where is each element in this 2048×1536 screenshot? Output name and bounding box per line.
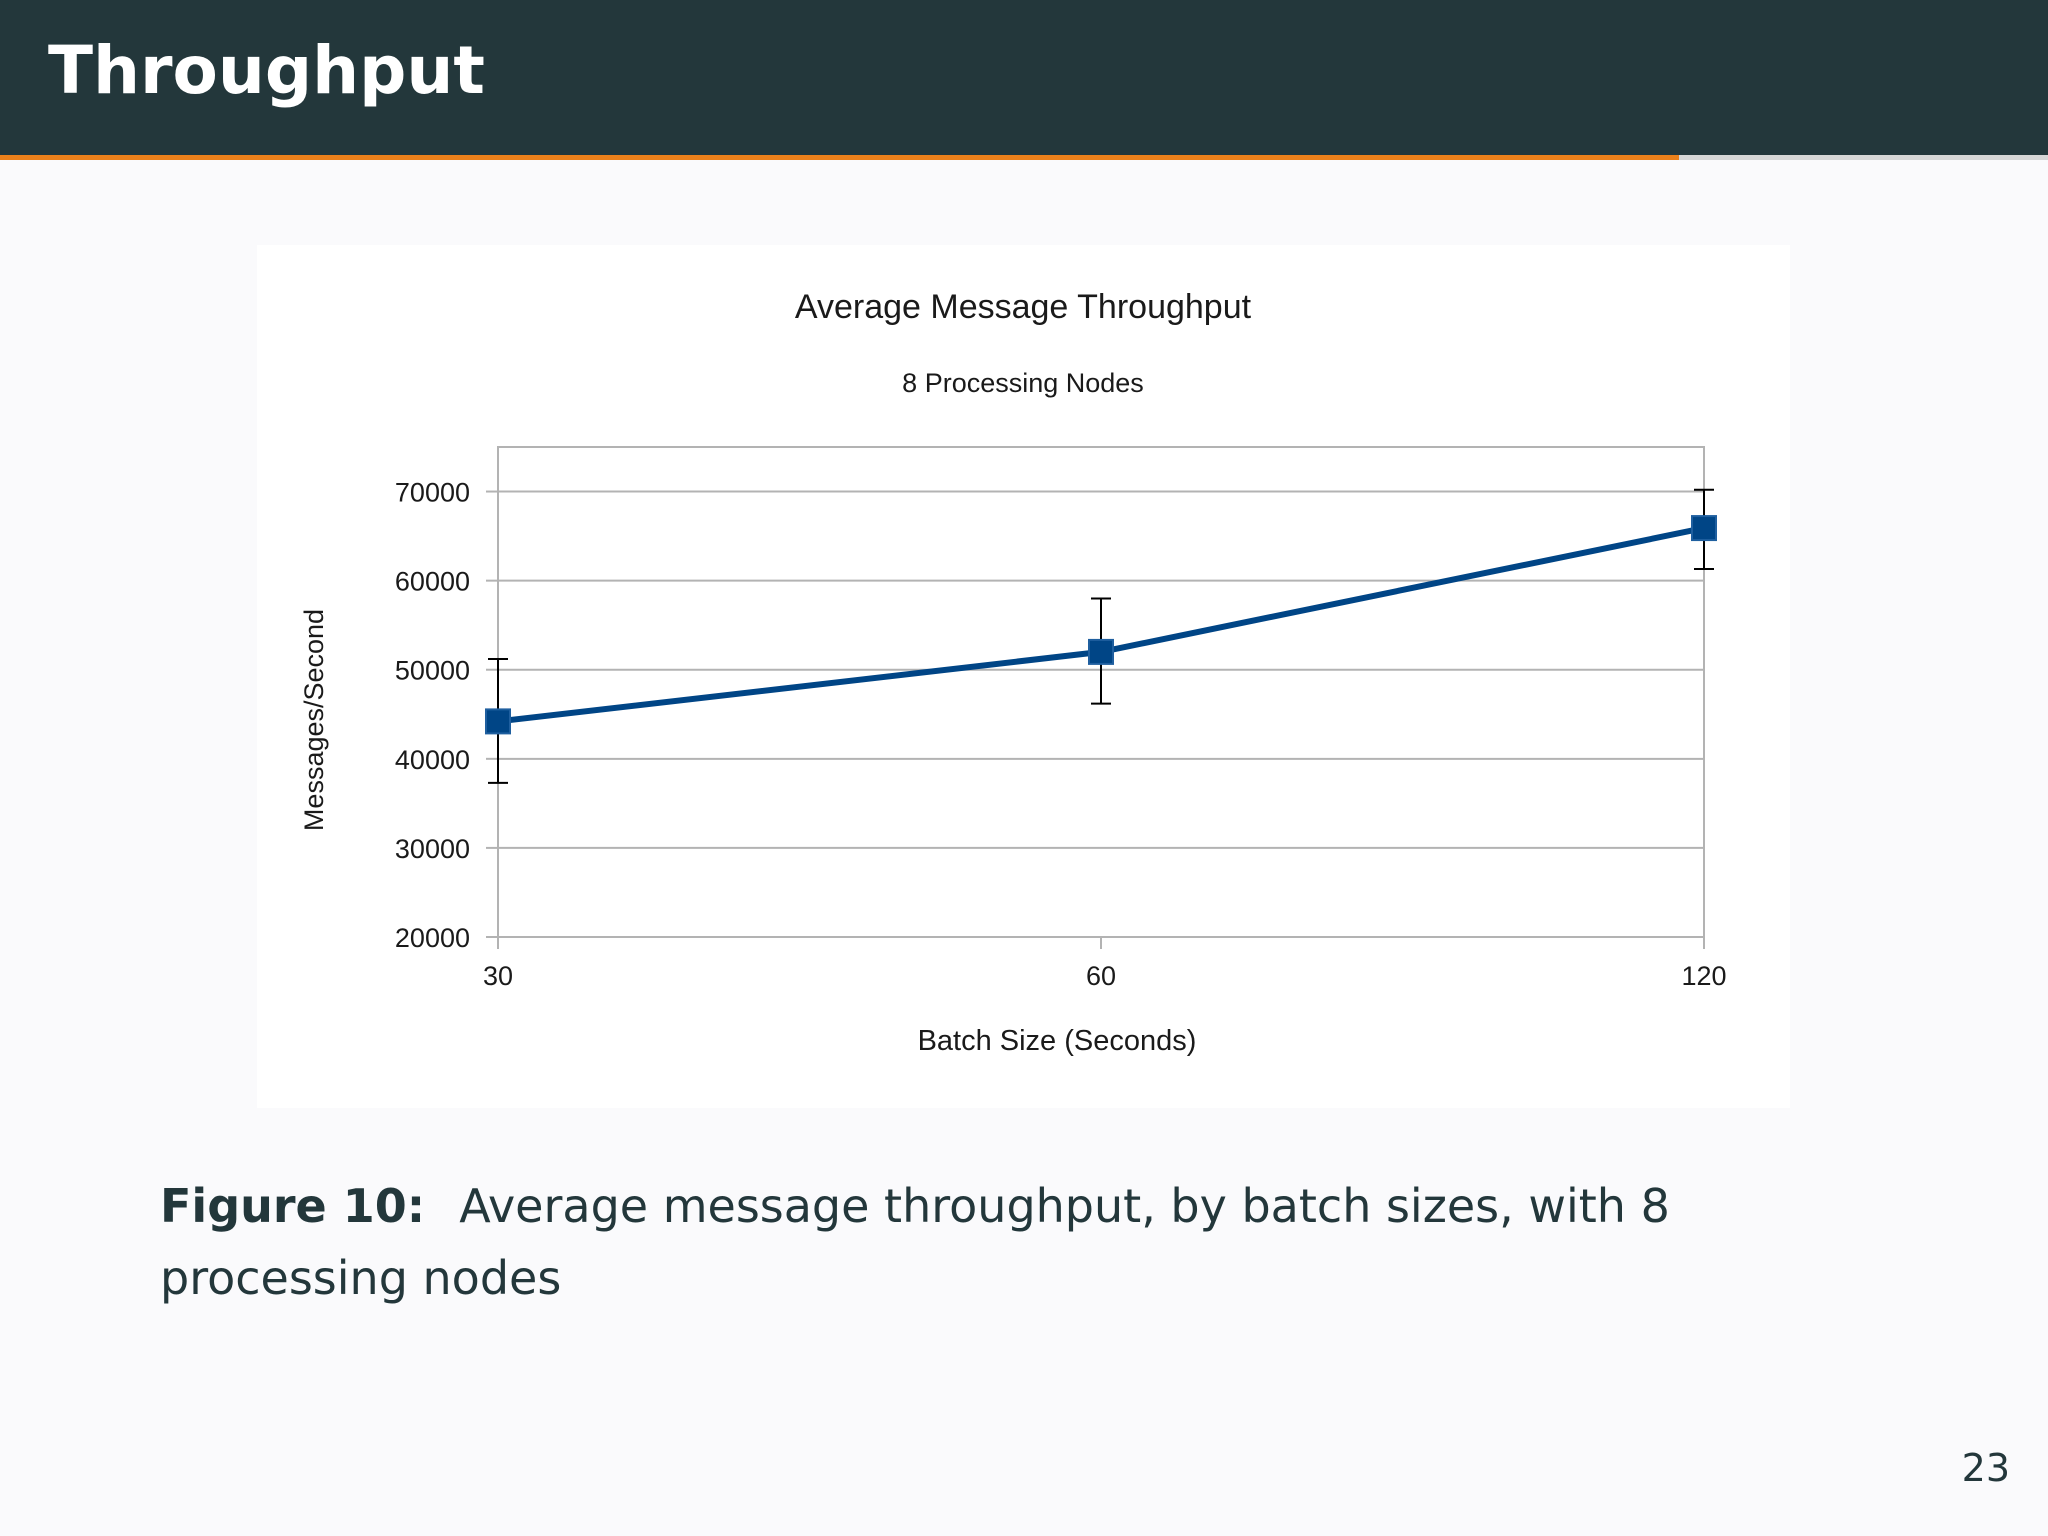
y-tick-label: 20000 xyxy=(395,923,470,953)
x-axis-label: Batch Size (Seconds) xyxy=(918,1025,1197,1057)
x-tick-labels: 30 60 120 xyxy=(483,961,1727,991)
progress-bar xyxy=(0,155,2048,160)
x-tick-label: 120 xyxy=(1681,961,1726,991)
y-tick-label: 60000 xyxy=(395,567,470,597)
grid-lines xyxy=(498,490,1704,938)
figure-caption: Figure 10: Average message throughput, by… xyxy=(160,1170,1820,1314)
caption-label: Figure 10: xyxy=(160,1179,426,1233)
chart-title: Average Message Throughput xyxy=(795,288,1252,326)
x-tick-label: 60 xyxy=(1086,961,1116,991)
y-tick-label: 50000 xyxy=(395,656,470,686)
series-layer xyxy=(485,488,1717,784)
slide-header: Throughput xyxy=(0,0,2048,155)
y-tick-label: 30000 xyxy=(395,834,470,864)
x-tick-label: 30 xyxy=(483,961,513,991)
data-point xyxy=(1088,638,1114,665)
slide-title: Throughput xyxy=(48,32,485,109)
page-number: 23 xyxy=(1961,1446,2010,1490)
caption-text: Average message throughput, by batch siz… xyxy=(160,1179,1670,1305)
y-tick-label: 70000 xyxy=(395,478,470,508)
chart-subtitle: 8 Processing Nodes xyxy=(902,368,1144,398)
data-point xyxy=(1691,515,1717,542)
y-tick-labels: 20000 30000 40000 50000 60000 70000 xyxy=(395,478,470,953)
progress-bar-fill xyxy=(0,155,1680,160)
axes xyxy=(486,446,1705,949)
line-chart: Average Message Throughput 8 Processing … xyxy=(299,288,1727,1057)
chart-panel: Average Message Throughput 8 Processing … xyxy=(257,245,1790,1108)
data-point xyxy=(485,708,511,735)
y-axis-label: Messages/Second xyxy=(299,609,329,831)
y-tick-label: 40000 xyxy=(395,745,470,775)
